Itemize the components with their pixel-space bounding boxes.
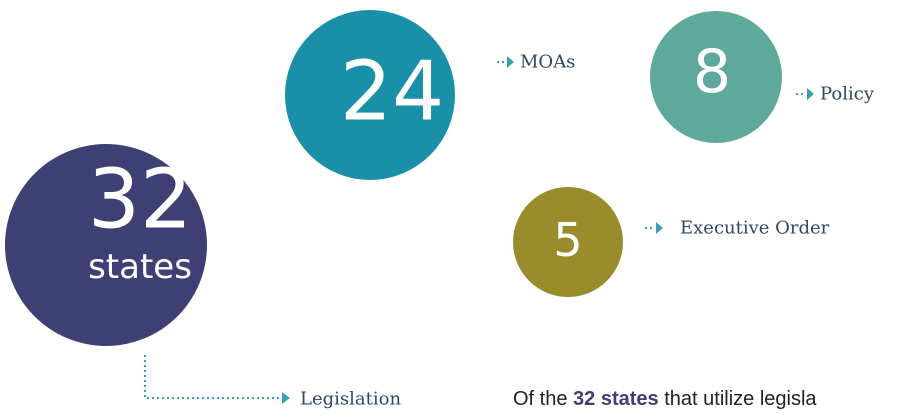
circle-policy: [650, 11, 782, 143]
callout-label: Policy: [820, 84, 875, 105]
arrow-head: [807, 88, 814, 100]
note-suffix: that utilize legisla: [664, 388, 817, 410]
circle-number: 5: [553, 213, 582, 267]
callout-label: MOAs: [520, 52, 575, 73]
note-prefix: Of the: [513, 388, 567, 410]
circle-number: 8: [693, 37, 731, 107]
circle-moas: [285, 10, 455, 180]
circle-label: states: [88, 247, 192, 287]
connector: [144, 355, 282, 399]
callout-label: Executive Order: [680, 218, 830, 239]
circle-states: [5, 144, 207, 346]
arrow-head: [282, 392, 290, 404]
note: Of the 32 states that utilize legisla: [513, 388, 817, 410]
note-highlight: 32 states: [573, 388, 659, 410]
callout-label: Legislation: [300, 389, 401, 410]
arrow-head: [507, 56, 514, 68]
circle-number: 32: [88, 153, 192, 248]
circle-number: 24: [340, 45, 444, 140]
circle-executive: [513, 187, 623, 297]
arrow-head: [656, 222, 663, 234]
